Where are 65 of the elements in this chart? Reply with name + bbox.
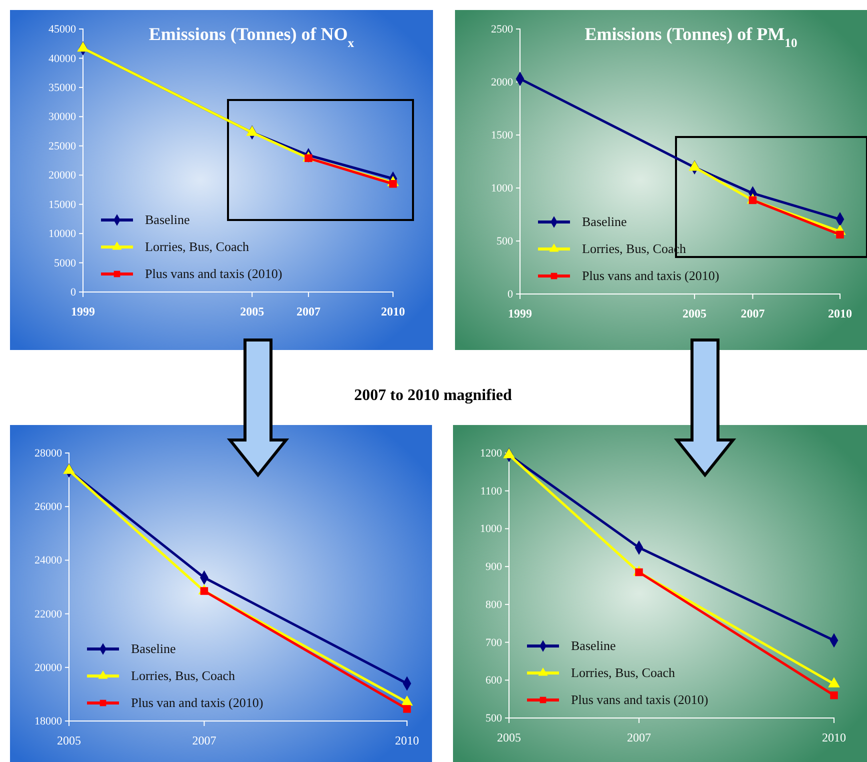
point <box>403 705 411 713</box>
legend-label: Lorries, Bus, Coach <box>571 665 676 680</box>
x-tick-label: 1999 <box>508 306 532 321</box>
y-tick-label: 0 <box>508 288 514 301</box>
y-tick-label: 500 <box>496 236 514 248</box>
legend-label: Lorries, Bus, Coach <box>145 239 250 254</box>
y-tick-label: 40000 <box>48 52 76 65</box>
x-tick-label: 2010 <box>828 306 852 321</box>
y-tick-label: 20000 <box>34 662 62 674</box>
x-tick-label: 2007 <box>627 730 651 745</box>
point <box>830 691 838 700</box>
y-tick-label: 800 <box>486 598 502 611</box>
legend-label: Baseline <box>131 641 176 656</box>
y-tick-label: 30000 <box>48 111 76 124</box>
x-tick-label: 2007 <box>296 304 320 319</box>
y-tick-label: 18000 <box>34 716 62 728</box>
y-tick-label: 700 <box>486 636 502 649</box>
y-tick-label: 900 <box>486 561 502 574</box>
x-tick-label: 2007 <box>192 734 216 748</box>
legend-label: Plus vans and taxis (2010) <box>145 266 282 281</box>
y-tick-label: 500 <box>486 712 502 725</box>
chart-title: Emissions (Tonnes) of PM$_{10}$ <box>584 24 798 50</box>
y-tick-label: 0 <box>70 286 76 299</box>
y-tick-label: 35000 <box>48 82 76 94</box>
y-tick-label: 25000 <box>48 140 76 152</box>
point <box>635 568 643 576</box>
x-tick-label: 2010 <box>822 730 846 745</box>
y-tick-label: 1000 <box>491 182 514 195</box>
x-tick-label: 2010 <box>395 734 419 748</box>
legend-label: Plus vans and taxis (2010) <box>582 268 720 283</box>
x-tick-label: 2005 <box>240 304 264 319</box>
legend-label: Plus vans and taxis (2010) <box>571 692 708 707</box>
legend-label: Plus van and taxis (2010) <box>131 695 264 710</box>
y-tick-label: 1200 <box>480 448 502 460</box>
legend-label: Lorries, Bus, Coach <box>131 668 236 683</box>
y-tick-label: 10000 <box>48 228 76 240</box>
text: 2007 to 2010 magnified <box>354 387 512 404</box>
chart-title: Emissions (Tonnes) of NO$_{x}$ <box>148 24 355 50</box>
point <box>836 230 844 239</box>
y-tick-label: 5000 <box>54 257 76 270</box>
point <box>503 448 515 458</box>
y-tick-label: 28000 <box>34 448 62 460</box>
y-tick-label: 22000 <box>34 608 62 620</box>
y-tick-label: 15000 <box>48 198 76 211</box>
x-tick-label: 1999 <box>71 304 95 319</box>
x-tick-label: 2005 <box>682 306 707 321</box>
legend-label: Baseline <box>571 638 616 653</box>
legend-label: Baseline <box>582 214 627 229</box>
y-tick-label: 2000 <box>491 76 514 89</box>
point <box>63 464 75 474</box>
x-tick-label: 2010 <box>381 304 405 319</box>
y-tick-label: 24000 <box>34 554 62 567</box>
y-tick-label: 1500 <box>491 130 514 142</box>
x-tick-label: 2005 <box>57 734 81 748</box>
y-tick-label: 45000 <box>48 24 76 36</box>
y-tick-label: 20000 <box>48 170 76 182</box>
x-tick-label: 2005 <box>497 730 521 745</box>
point <box>200 587 208 595</box>
x-tick-label: 2007 <box>740 306 765 321</box>
y-tick-label: 26000 <box>34 501 62 514</box>
y-tick-label: 2500 <box>491 24 514 36</box>
legend-label: Baseline <box>145 212 190 227</box>
y-tick-label: 1100 <box>480 485 502 498</box>
y-tick-label: 1000 <box>480 523 502 536</box>
y-tick-label: 600 <box>486 674 502 687</box>
